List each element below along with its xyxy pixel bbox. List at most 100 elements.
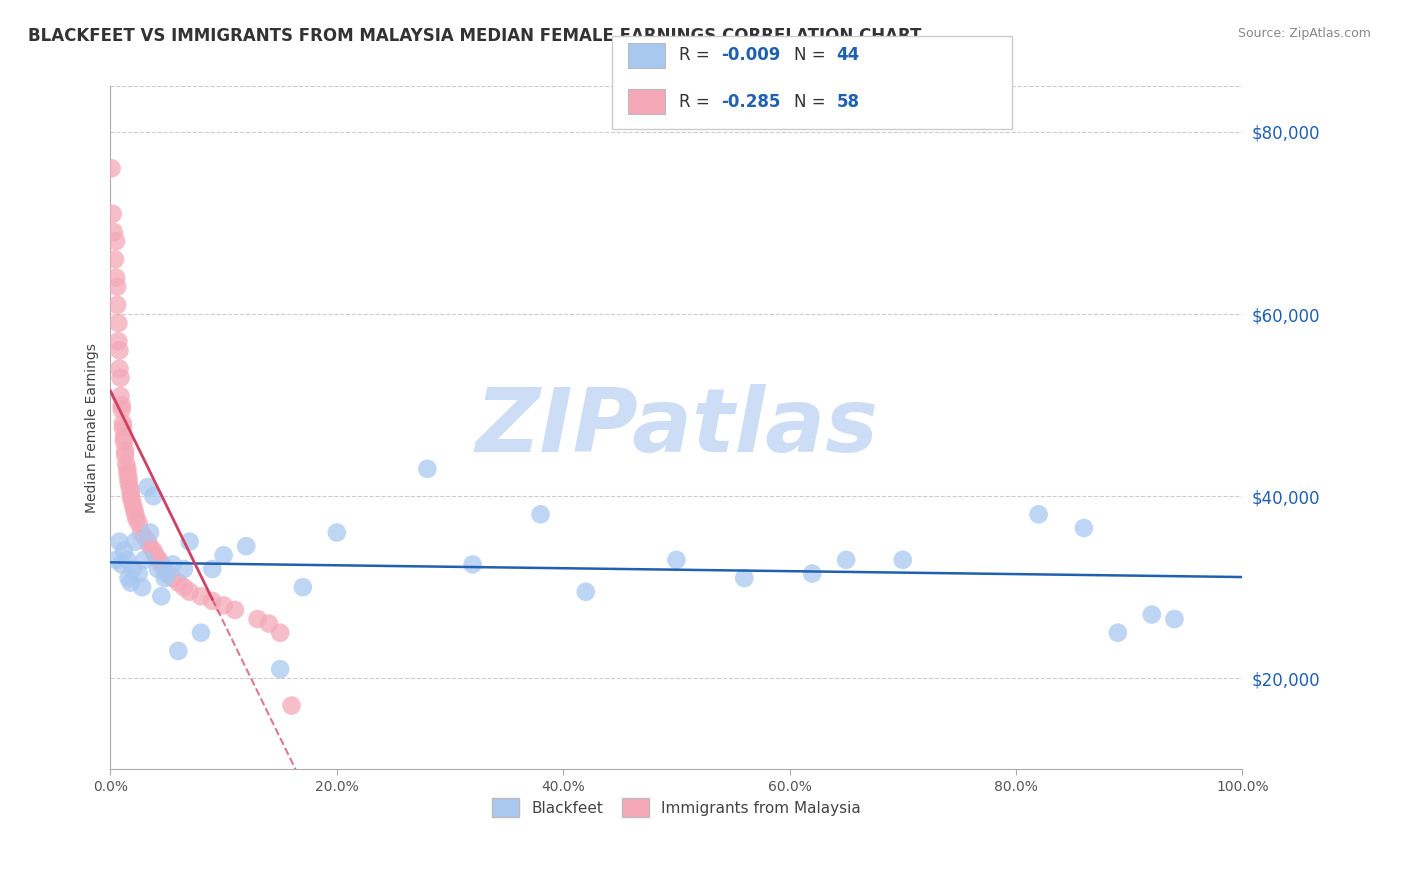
Point (110, 389, 132, 403)
Point (190, 589, 212, 603)
Point (529, 508, 551, 522)
Point (291, 580, 314, 594)
Point (173, 580, 195, 594)
Point (111, 421, 134, 435)
Point (111, 398, 134, 412)
Point (142, 489, 165, 503)
Point (124, 534, 146, 549)
Point (269, 662, 291, 676)
Point (112, 434, 135, 449)
Point (111, 558, 134, 572)
Point (269, 625, 291, 640)
Point (224, 603, 246, 617)
Point (112, 430, 135, 444)
Point (131, 580, 153, 594)
Point (179, 584, 201, 599)
Text: -0.009: -0.009 (721, 46, 780, 64)
Text: R =: R = (679, 46, 716, 64)
Point (105, 553, 128, 567)
Point (575, 584, 598, 599)
Point (179, 534, 201, 549)
Point (162, 571, 184, 585)
Text: R =: R = (679, 93, 716, 111)
Point (1140, 607, 1163, 622)
Point (246, 612, 269, 626)
Point (148, 553, 170, 567)
Text: 44: 44 (837, 46, 860, 64)
Point (117, 475, 139, 490)
Point (103, 225, 125, 239)
Point (121, 493, 143, 508)
Point (105, 279, 128, 293)
Point (108, 361, 131, 376)
Point (122, 503, 145, 517)
Legend: Blackfeet, Immigrants from Malaysia: Blackfeet, Immigrants from Malaysia (485, 792, 868, 823)
Point (128, 516, 150, 531)
Point (124, 508, 146, 522)
Point (122, 498, 145, 512)
Point (190, 625, 212, 640)
Point (134, 530, 156, 544)
Point (235, 539, 257, 553)
Point (257, 616, 280, 631)
Point (1073, 521, 1095, 535)
Point (125, 512, 148, 526)
Point (150, 558, 173, 572)
Point (142, 543, 165, 558)
Point (153, 571, 176, 585)
Text: BLACKFEET VS IMMIGRANTS FROM MALAYSIA MEDIAN FEMALE EARNINGS CORRELATION CHART: BLACKFEET VS IMMIGRANTS FROM MALAYSIA ME… (28, 27, 921, 45)
Point (891, 553, 914, 567)
Point (801, 566, 824, 581)
Point (1163, 612, 1185, 626)
Point (145, 549, 167, 563)
Point (212, 549, 235, 563)
Point (1107, 625, 1129, 640)
Point (129, 525, 152, 540)
Point (173, 562, 195, 576)
Point (107, 334, 129, 349)
Point (139, 525, 162, 540)
Point (118, 480, 141, 494)
Point (162, 558, 184, 572)
Point (120, 489, 142, 503)
Point (110, 370, 132, 384)
Point (100, 161, 122, 176)
Point (101, 207, 124, 221)
Point (167, 575, 190, 590)
Point (156, 566, 179, 581)
Point (136, 480, 159, 494)
Point (105, 270, 128, 285)
Point (117, 471, 139, 485)
Text: ZIPatlas: ZIPatlas (475, 384, 877, 471)
Point (108, 534, 131, 549)
Point (120, 575, 142, 590)
Text: -0.285: -0.285 (721, 93, 780, 111)
Point (114, 448, 136, 462)
Point (733, 571, 755, 585)
Point (134, 553, 156, 567)
Point (280, 698, 302, 713)
Point (212, 599, 235, 613)
Point (128, 566, 150, 581)
Point (461, 558, 484, 572)
Point (665, 553, 688, 567)
Point (117, 467, 139, 481)
Point (416, 462, 439, 476)
Point (156, 566, 179, 581)
Point (115, 457, 138, 471)
Point (117, 553, 139, 567)
Point (1028, 508, 1050, 522)
Point (111, 417, 134, 431)
Point (139, 539, 162, 553)
Point (153, 562, 176, 576)
Point (150, 589, 173, 603)
Point (167, 644, 190, 658)
Point (201, 562, 224, 576)
Text: N =: N = (794, 46, 831, 64)
Text: Source: ZipAtlas.com: Source: ZipAtlas.com (1237, 27, 1371, 40)
Point (117, 462, 139, 476)
Point (122, 562, 145, 576)
Point (108, 343, 131, 358)
Point (111, 402, 134, 417)
Point (112, 543, 135, 558)
